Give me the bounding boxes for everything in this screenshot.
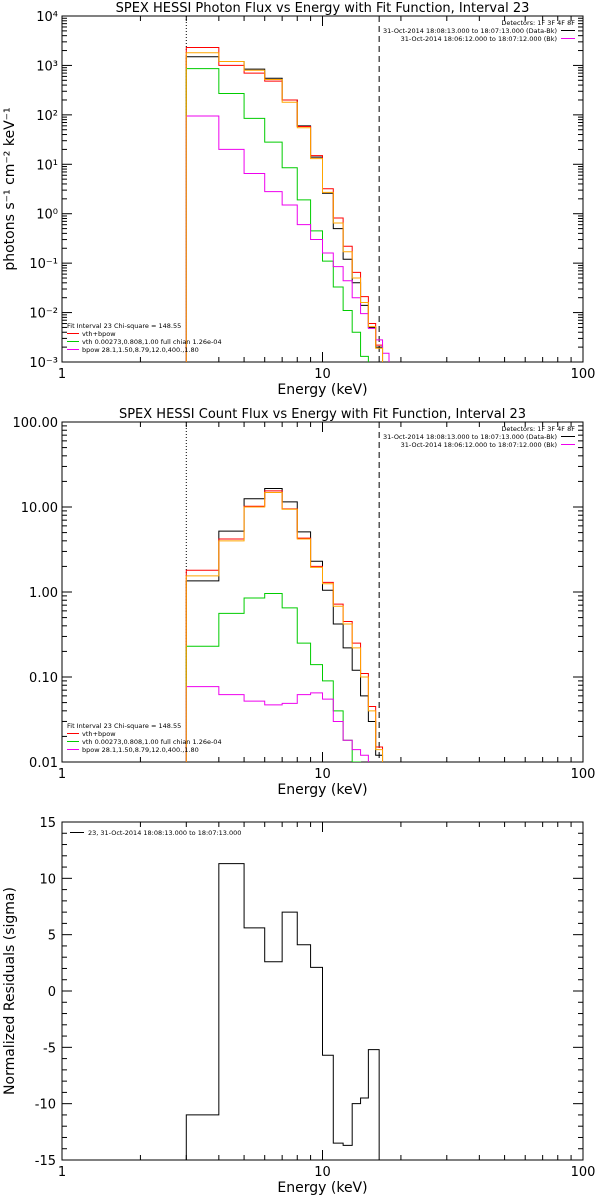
panel-2: SPEX HESSI Count Flux vs Energy with Fit… <box>13 407 596 798</box>
y-tick-label: 5 <box>48 929 56 944</box>
y-tick-label: 100.00 <box>13 416 59 431</box>
legend-entry: 31-Oct-2014 18:06:12.000 to 18:07:12.000… <box>401 35 557 43</box>
y-axis-label: photons s⁻¹ cm⁻² keV⁻¹ <box>2 107 18 270</box>
series-line-bpow <box>185 115 402 362</box>
plot-frame <box>61 421 584 763</box>
x-axis-label: Energy (keV) <box>277 382 367 398</box>
legend-entry: vth 0.00273,0.808,1.00 full chian 1.26e-… <box>82 338 222 346</box>
y-tick-label: 10³ <box>36 59 58 74</box>
legend-entry: 31-Oct-2014 18:08:13.000 to 18:07:13.000… <box>383 27 557 35</box>
x-tick-label: 10 <box>314 1165 331 1180</box>
series-line-vth-bpow <box>185 47 402 362</box>
x-tick-label: 1 <box>58 1165 66 1180</box>
y-tick-label: 0.01 <box>29 756 58 771</box>
y-tick-label: 10⁻¹ <box>29 257 58 272</box>
series-line-23-31-oct-2014-18-08-13-000-to-18-07-13-000 <box>185 863 380 1160</box>
legend-header: Detectors: 1F 3F 4F 8F <box>501 425 575 433</box>
x-tick-label: 10 <box>314 367 331 382</box>
x-tick-label: 100 <box>571 367 596 382</box>
panel-1: SPEX HESSI Photon Flux vs Energy with Fi… <box>2 1 595 398</box>
y-tick-label: 1.00 <box>29 586 58 601</box>
y-tick-label: -5 <box>43 1041 56 1056</box>
x-axis-label: Energy (keV) <box>277 782 367 798</box>
series-line-data-bk <box>185 56 402 362</box>
legend-entry: 31-Oct-2014 18:06:12.000 to 18:07:12.000… <box>401 441 557 449</box>
series-group <box>185 863 380 1160</box>
series-line-vth <box>185 593 402 762</box>
legend-entry: vth+bpow <box>82 330 116 338</box>
legend-entry: 31-Oct-2014 18:08:13.000 to 18:07:13.000… <box>383 433 557 441</box>
legend-entry: vth 0.00273,0.808,1.00 full chian 1.26e-… <box>82 738 222 746</box>
series-group <box>185 47 402 362</box>
x-tick-label: 10 <box>314 767 331 782</box>
y-tick-label: 15 <box>39 816 56 831</box>
x-axis-label: Energy (keV) <box>277 1180 367 1196</box>
chart-title: SPEX HESSI Photon Flux vs Energy with Fi… <box>116 1 530 16</box>
x-tick-label: 100 <box>571 1165 596 1180</box>
y-tick-label: 10⁻³ <box>29 356 58 371</box>
chart-title: SPEX HESSI Count Flux vs Energy with Fit… <box>119 407 526 422</box>
y-axis-label: Normalized Residuals (sigma) <box>2 887 18 1095</box>
y-tick-label: 10⁴ <box>36 10 58 25</box>
series-group <box>185 488 402 762</box>
legend-entry: vth+bpow <box>82 730 116 738</box>
y-tick-label: -10 <box>35 1098 56 1113</box>
series-line-fit-sum <box>185 492 402 762</box>
series-line-vth <box>185 68 402 362</box>
legend-header: Fit Interval 23 Chi-square = 148.55 <box>67 722 181 730</box>
y-tick-label: 10 <box>39 872 56 887</box>
panel-3: 1 10 100 Energy (keV) -15 -10 -5 0 5 10 15 Normaliz… <box>2 816 595 1196</box>
x-tick-label: 1 <box>58 767 66 782</box>
x-tick-label: 100 <box>571 767 596 782</box>
legend-entry: bpow 28.1,1.50,8.79,12.0,400.,1.80 <box>82 346 199 354</box>
y-tick-label: 10⁰ <box>36 208 58 223</box>
y-tick-label: 10¹ <box>36 158 58 173</box>
y-tick-label: -15 <box>35 1154 56 1169</box>
series-line-bpow <box>185 686 402 762</box>
y-tick-label: 10² <box>36 109 58 124</box>
y-tick-label: 0.10 <box>29 671 58 686</box>
legend-header: Fit Interval 23 Chi-square = 148.55 <box>67 322 181 330</box>
x-tick-label: 1 <box>58 367 66 382</box>
y-tick-label: 10.00 <box>21 501 58 516</box>
series-line-vth-bpow <box>185 490 402 762</box>
legend-entry: 23, 31-Oct-2014 18:08:13.000 to 18:07:13… <box>88 829 241 837</box>
y-tick-label: 0 <box>48 985 56 1000</box>
legend-header: Detectors: 1F 3F 4F 8F <box>501 19 575 27</box>
legend-entry: bpow 28.1,1.50,8.79,12.0,400.,1.80 <box>82 746 199 754</box>
series-line-fit-sum <box>185 52 402 362</box>
y-tick-label: 10⁻² <box>29 307 58 322</box>
